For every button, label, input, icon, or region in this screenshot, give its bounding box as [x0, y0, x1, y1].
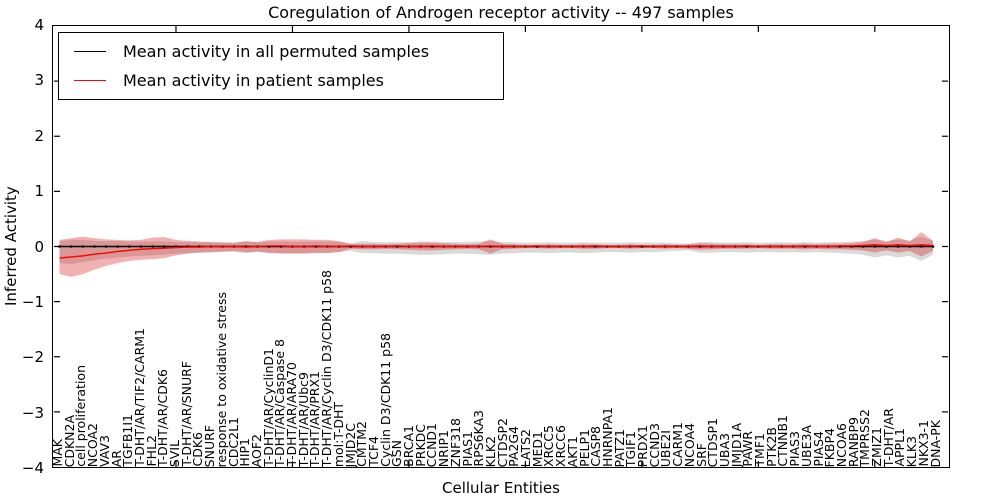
- legend: Mean activity in all permuted samples Me…: [58, 32, 504, 100]
- y-tick-label: 2: [34, 126, 44, 145]
- legend-entry-permuted: Mean activity in all permuted samples: [67, 37, 495, 66]
- x-axis-label: Cellular Entities: [442, 479, 560, 497]
- y-tick-label: 1: [34, 182, 44, 201]
- plot-area: Mean activity in all permuted samples Me…: [52, 25, 950, 468]
- red-line-icon: [74, 80, 106, 81]
- y-tick-label: −1: [21, 292, 44, 311]
- legend-entry-patient: Mean activity in patient samples: [67, 66, 495, 95]
- y-tick-label: 0: [34, 237, 44, 256]
- chart-title: Coregulation of Androgen receptor activi…: [268, 3, 734, 22]
- y-tick-label: −2: [21, 348, 44, 367]
- chart-canvas: [54, 26, 948, 467]
- y-tick-label: −3: [21, 403, 44, 422]
- legend-label: Mean activity in patient samples: [123, 71, 384, 90]
- x-tick-label: DNA-PK: [927, 419, 943, 468]
- black-line-icon: [74, 51, 106, 52]
- legend-label: Mean activity in all permuted samples: [123, 42, 430, 61]
- y-tick-label: 3: [34, 71, 44, 90]
- y-tick-label: 4: [34, 16, 44, 34]
- y-tick-label: −4: [21, 459, 44, 477]
